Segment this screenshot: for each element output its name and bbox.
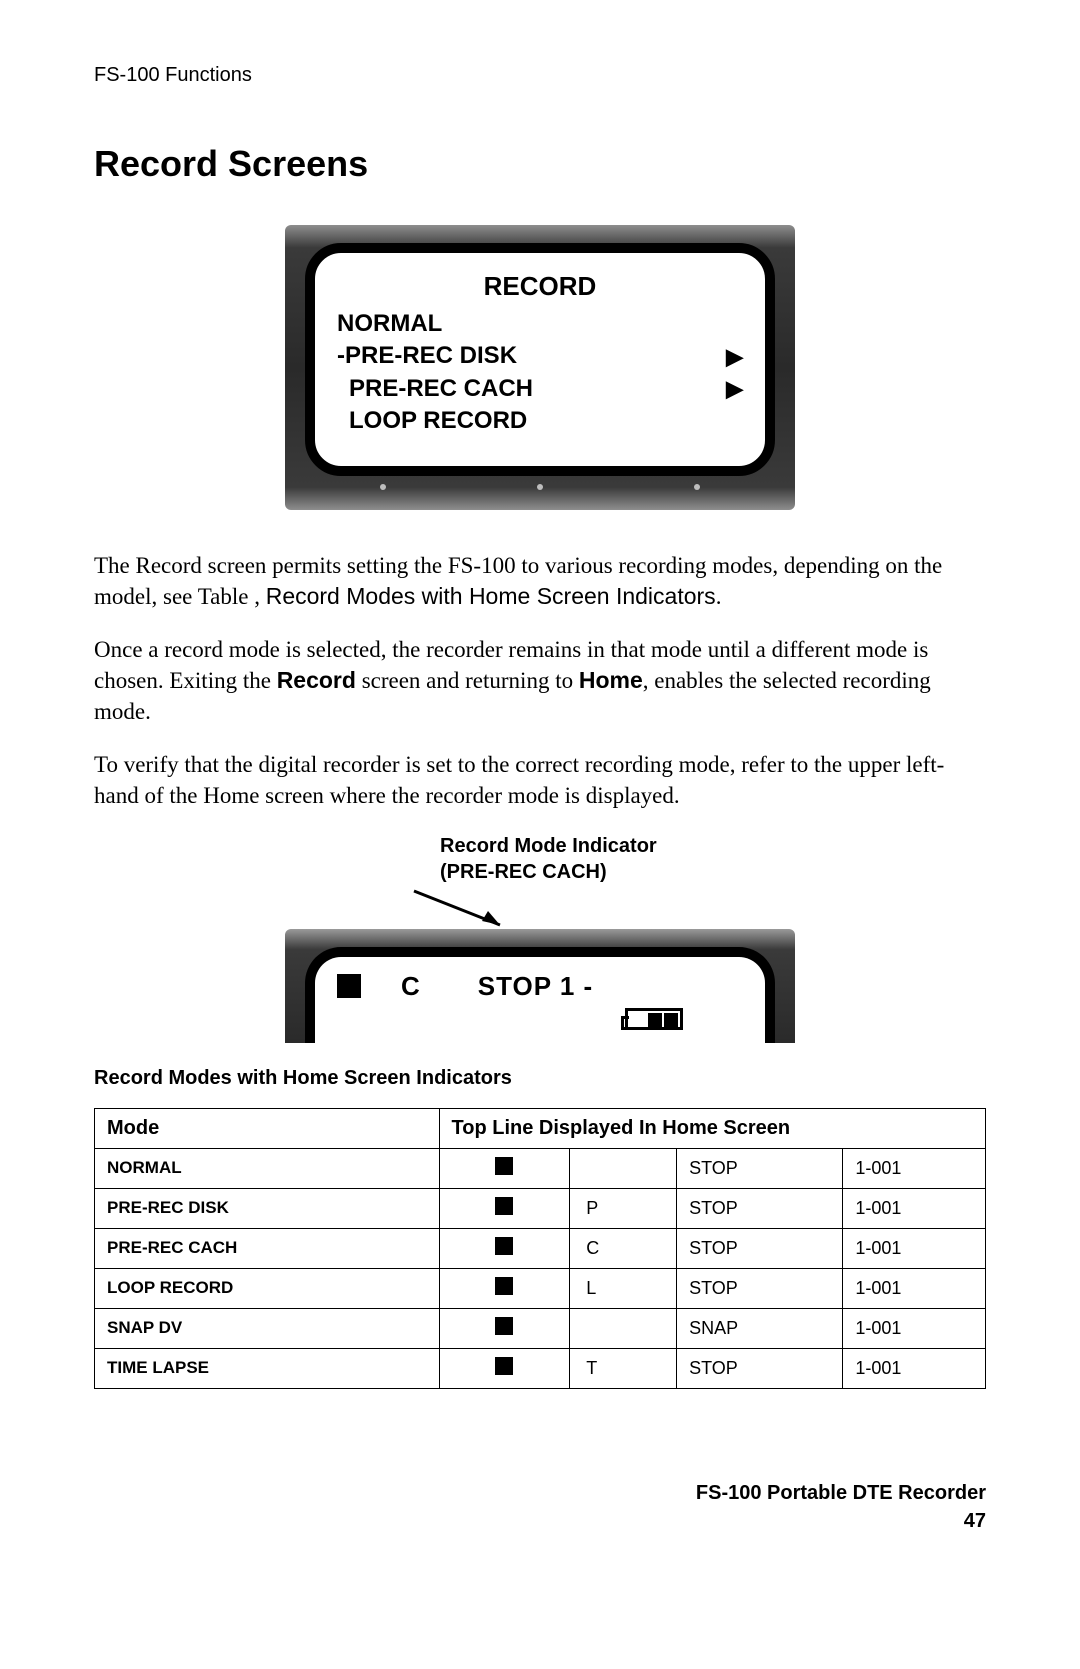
device-screen: RECORD NORMAL -PRE-REC DISK ▶ PRE-REC CA… bbox=[305, 243, 775, 476]
menu-item-pre-rec-cach: PRE-REC CACH ▶ bbox=[337, 373, 743, 405]
table-row: LOOP RECORD L STOP 1-001 bbox=[95, 1268, 986, 1308]
paragraph-3: To verify that the digital recorder is s… bbox=[94, 749, 986, 811]
running-header: FS-100 Functions bbox=[94, 64, 986, 87]
device-strip: C STOP 1 - bbox=[285, 929, 795, 1043]
table-row: NORMAL STOP 1-001 bbox=[95, 1148, 986, 1188]
stop-square-icon bbox=[495, 1157, 513, 1175]
stop-square-icon bbox=[337, 974, 361, 998]
indicator-figure: Record Mode Indicator (PRE-REC CACH) C S… bbox=[250, 833, 830, 1043]
record-modes-table: Mode Top Line Displayed In Home Screen N… bbox=[94, 1108, 986, 1389]
triangle-right-icon: ▶ bbox=[726, 342, 743, 372]
table-body: NORMAL STOP 1-001 PRE-REC DISK P STOP 1-… bbox=[95, 1148, 986, 1388]
status-text: STOP 1 - bbox=[478, 971, 593, 1002]
table-row: SNAP DV SNAP 1-001 bbox=[95, 1308, 986, 1348]
record-menu-figure: RECORD NORMAL -PRE-REC DISK ▶ PRE-REC CA… bbox=[285, 225, 795, 510]
indicator-caption: Record Mode Indicator (PRE-REC CACH) bbox=[440, 833, 830, 885]
table-header-row: Mode Top Line Displayed In Home Screen bbox=[95, 1108, 986, 1148]
menu-item-pre-rec-disk: -PRE-REC DISK ▶ bbox=[337, 340, 743, 372]
table-title: Record Modes with Home Screen Indicators bbox=[94, 1067, 986, 1090]
manual-page: FS-100 Functions Record Screens RECORD N… bbox=[0, 0, 1080, 1595]
stop-square-icon bbox=[495, 1317, 513, 1335]
paragraph-2: Once a record mode is selected, the reco… bbox=[94, 634, 986, 727]
stop-square-icon bbox=[495, 1197, 513, 1215]
stop-square-icon bbox=[495, 1237, 513, 1255]
triangle-right-icon: ▶ bbox=[726, 374, 743, 404]
paragraph-1: The Record screen permits setting the FS… bbox=[94, 550, 986, 612]
arrow-pointer-icon bbox=[410, 887, 670, 929]
mode-letter: C bbox=[401, 971, 420, 1002]
device-strip-screen: C STOP 1 - bbox=[305, 947, 775, 1043]
stop-square-icon bbox=[495, 1277, 513, 1295]
table-row: TIME LAPSE T STOP 1-001 bbox=[95, 1348, 986, 1388]
table-row: PRE-REC CACH C STOP 1-001 bbox=[95, 1228, 986, 1268]
footer-page-number: 47 bbox=[94, 1507, 986, 1535]
col-topline: Top Line Displayed In Home Screen bbox=[439, 1108, 985, 1148]
menu-item-normal: NORMAL bbox=[337, 308, 743, 340]
col-mode: Mode bbox=[95, 1108, 440, 1148]
menu-item-loop-record: LOOP RECORD bbox=[337, 405, 743, 437]
device-bezel: RECORD NORMAL -PRE-REC DISK ▶ PRE-REC CA… bbox=[285, 225, 795, 510]
section-title: Record Screens bbox=[94, 143, 986, 185]
page-footer: FS-100 Portable DTE Recorder 47 bbox=[94, 1479, 986, 1535]
screen-title: RECORD bbox=[337, 271, 743, 302]
stop-square-icon bbox=[495, 1357, 513, 1375]
battery-icon bbox=[625, 1008, 683, 1030]
bezel-dots bbox=[305, 484, 775, 490]
table-row: PRE-REC DISK P STOP 1-001 bbox=[95, 1188, 986, 1228]
footer-product: FS-100 Portable DTE Recorder bbox=[94, 1479, 986, 1507]
